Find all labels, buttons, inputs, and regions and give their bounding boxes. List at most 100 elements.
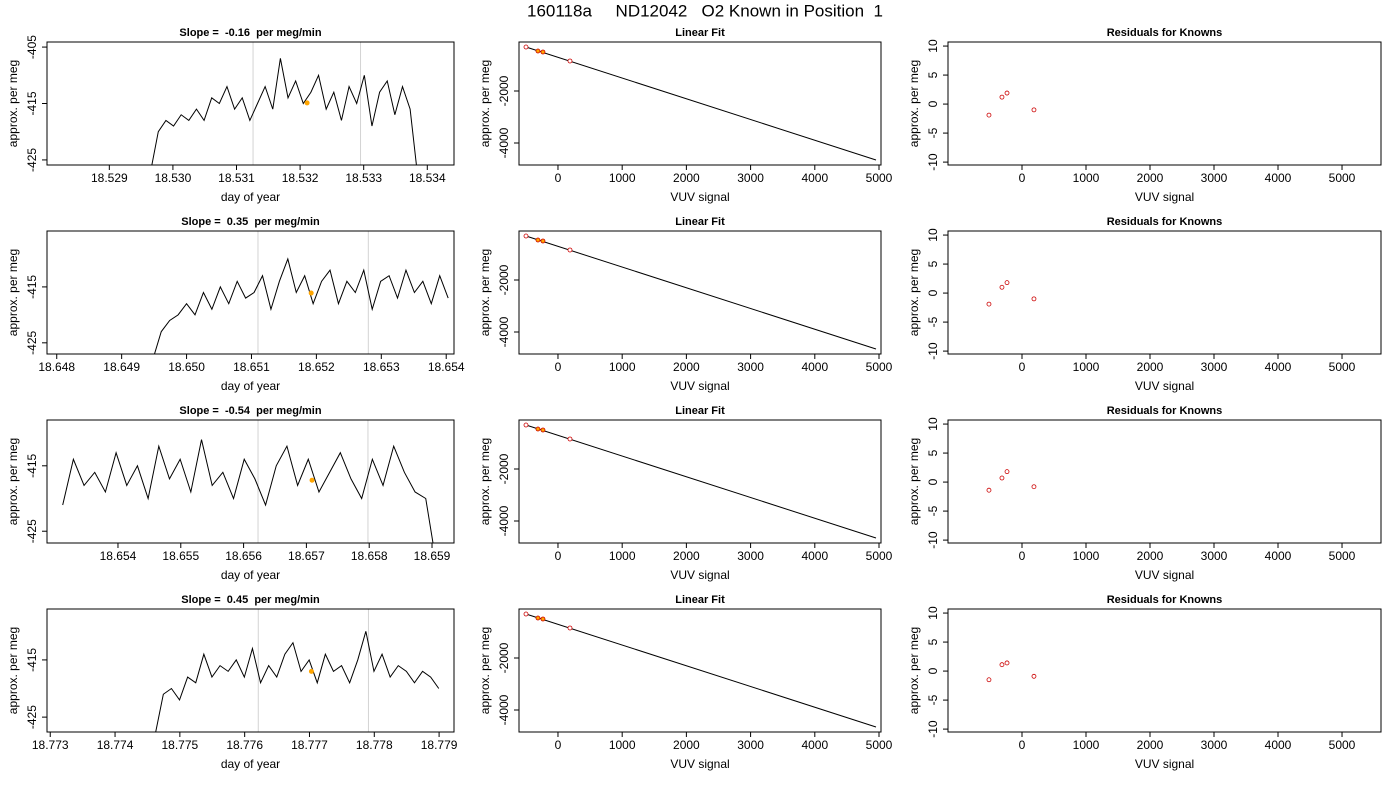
x-tick-label: 18.779 [421,738,458,752]
panel: Slope = 0.35 per meg/min day of year appro… [6,216,465,393]
point [540,427,546,433]
x-tick-label: 4000 [1265,171,1292,185]
x-tick-label: 0 [1019,171,1026,185]
plot-frame [46,41,455,166]
panel-title: Slope = 0.35 per meg/min [181,216,320,228]
point [540,238,546,244]
point [523,233,529,239]
x-axis-label: VUV signal [1135,757,1194,771]
point [1004,469,1010,475]
y-tick-label: -5 [926,127,940,138]
x-tick-label: 0 [555,549,562,563]
x-tick-label: 18.776 [226,738,263,752]
plot-frame [46,230,455,355]
fit-line [525,235,877,350]
y-tick-label: -10 [926,531,940,549]
x-tick-label: 18.657 [288,549,325,563]
y-tick-label: 5 [926,260,940,267]
x-tick-label: 3000 [1201,549,1228,563]
y-tick-label: -4000 [497,316,511,347]
y-tick-label: 5 [926,71,940,78]
y-tick-label: -2000 [497,75,511,106]
panel: Residuals for Knowns VUV signal approx. pe… [907,594,1382,771]
plot-area [986,90,1037,118]
point [999,284,1005,290]
point [535,426,541,432]
x-tick-label: 18.658 [351,549,388,563]
y-tick-label: -425 [25,330,39,354]
panel-title: Linear Fit [675,216,725,228]
panel-title: Linear Fit [675,405,725,417]
y-tick-label: -425 [25,705,39,729]
y-tick-label: -425 [25,148,39,172]
y-axis-label: approx. per meg [478,249,492,336]
panel: Linear Fit VUV signal approx. per meg 0 1000… [478,405,893,582]
plot-frame [518,608,882,733]
y-tick-label: 10 [926,228,940,242]
x-tick-label: 2000 [673,171,700,185]
x-tick-label: 0 [1019,549,1026,563]
x-axis-label: VUV signal [670,757,729,771]
plot-area [986,469,1037,493]
x-tick-label: 18.775 [162,738,199,752]
x-axis-label: VUV signal [1135,190,1194,204]
x-tick-label: 4000 [801,738,828,752]
fit-line [525,613,877,728]
series-line [151,58,417,165]
panel-title: Linear Fit [675,27,725,39]
point [567,436,573,442]
point [1004,660,1010,666]
highlight-point [309,477,315,483]
y-axis-label: approx. per meg [6,60,20,147]
x-tick-label: 2000 [1137,360,1164,374]
panel: Linear Fit VUV signal approx. per meg 0 1000… [478,27,893,204]
y-tick-label: -425 [25,519,39,543]
point [540,49,546,55]
x-tick-label: 3000 [1201,738,1228,752]
panel: Residuals for Knowns VUV signal approx. pe… [907,216,1382,393]
x-axis-label: day of year [221,379,280,393]
y-tick-label: 10 [926,606,940,620]
x-tick-label: 2000 [673,360,700,374]
y-tick-label: 0 [926,289,940,296]
fit-line [525,424,877,539]
x-tick-label: 18.778 [356,738,393,752]
point [986,112,992,118]
panel: Linear Fit VUV signal approx. per meg 0 1000… [478,594,893,771]
y-tick-label: -5 [926,316,940,327]
panel-title: Residuals for Knowns [1107,405,1223,417]
y-tick-label: 0 [926,478,940,485]
panel: Slope = -0.54 per meg/min day of year appr… [6,405,455,582]
x-tick-label: 18.533 [345,171,382,185]
point [567,625,573,631]
plot-frame [518,230,882,355]
x-tick-label: 3000 [1201,171,1228,185]
figure-title: 160118a ND12042 O2 Known in Position 1 [527,1,883,20]
plot-frame [518,419,882,544]
x-tick-label: 18.654 [428,360,465,374]
y-axis-label: approx. per meg [478,627,492,714]
x-tick-label: 2000 [673,549,700,563]
point [1031,107,1037,113]
y-tick-label: -415 [25,275,39,299]
x-axis-label: VUV signal [1135,568,1194,582]
panel: Linear Fit VUV signal approx. per meg 0 1000… [478,216,893,393]
x-tick-label: 1000 [1073,171,1100,185]
y-axis-label: approx. per meg [6,627,20,714]
plot-area [523,44,877,161]
plot-frame [947,608,1382,733]
y-axis-label: approx. per meg [907,627,921,714]
x-tick-label: 5000 [1329,549,1356,563]
panel-title: Slope = 0.45 per meg/min [181,594,320,606]
x-tick-label: 4000 [801,549,828,563]
x-axis-label: VUV signal [1135,379,1194,393]
plot-area [151,42,417,165]
x-axis-label: VUV signal [670,568,729,582]
plot-area [523,233,877,350]
panel-title: Slope = -0.54 per meg/min [179,405,321,417]
point [540,616,546,622]
panel: Slope = -0.16 per meg/min day of year appr… [6,27,455,204]
x-tick-label: 18.529 [91,171,128,185]
y-axis-label: approx. per meg [478,438,492,525]
x-tick-label: 3000 [737,738,764,752]
